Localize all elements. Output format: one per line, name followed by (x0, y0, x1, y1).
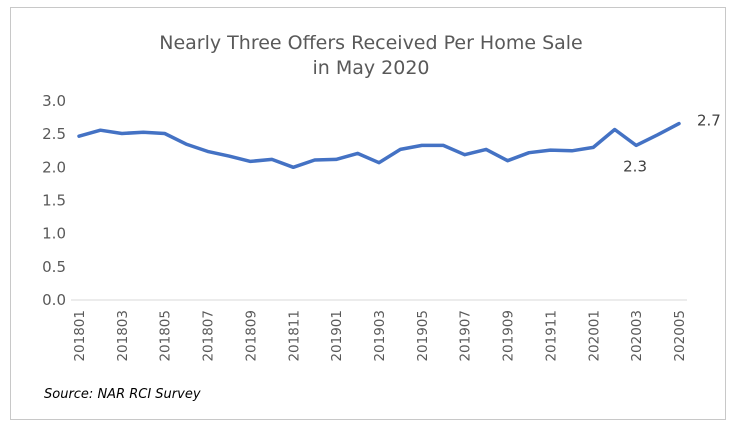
x-tick-label: 201807 (201, 310, 217, 362)
series-group (77, 121, 681, 170)
x-tick-label: 201809 (243, 310, 259, 362)
y-tick-label: 2.0 (42, 158, 66, 176)
x-tick-label: 201909 (501, 310, 517, 362)
chart-title: Nearly Three Offers Received Per Home Sa… (159, 32, 583, 79)
x-tick-label: 202001 (586, 310, 602, 362)
y-tick-label: 0.0 (42, 291, 66, 309)
x-tick-label: 202005 (672, 310, 688, 362)
x-tick-label: 201903 (372, 310, 388, 362)
chart-title-line-1: Nearly Three Offers Received Per Home Sa… (159, 32, 583, 54)
y-tick-label: 0.5 (42, 258, 66, 276)
chart-title-line-2: in May 2020 (312, 57, 429, 79)
x-tick-label: 201905 (415, 310, 431, 362)
x-tick-label: 201901 (329, 310, 345, 362)
y-tick-label: 1.5 (42, 192, 66, 210)
source-note: Source: NAR RCI Survey (44, 387, 201, 402)
data-label: 2.3 (623, 157, 647, 175)
x-tick-label: 201801 (72, 310, 88, 362)
y-tick-label: 1.0 (42, 225, 66, 243)
series-line (77, 121, 681, 170)
annotations: 2.3 2.7 (623, 112, 721, 176)
x-tick-label: 202003 (629, 310, 645, 362)
x-tick-label: 201911 (543, 310, 559, 362)
x-tick-label: 201803 (115, 310, 131, 362)
data-label: 2.7 (697, 112, 721, 130)
y-tick-label: 2.5 (42, 125, 66, 143)
chart-frame (10, 7, 726, 420)
x-tick-label: 201907 (458, 310, 474, 362)
x-tick-label: 201805 (158, 310, 174, 362)
x-axis: 201801 201803 201805 201807 201809 201811 2019… (71, 299, 688, 362)
y-tick-label: 3.0 (42, 92, 66, 110)
x-tick-label: 201811 (286, 310, 302, 362)
y-axis: 0.0 0.5 1.0 1.5 2.0 2.5 3.0 (42, 92, 66, 309)
